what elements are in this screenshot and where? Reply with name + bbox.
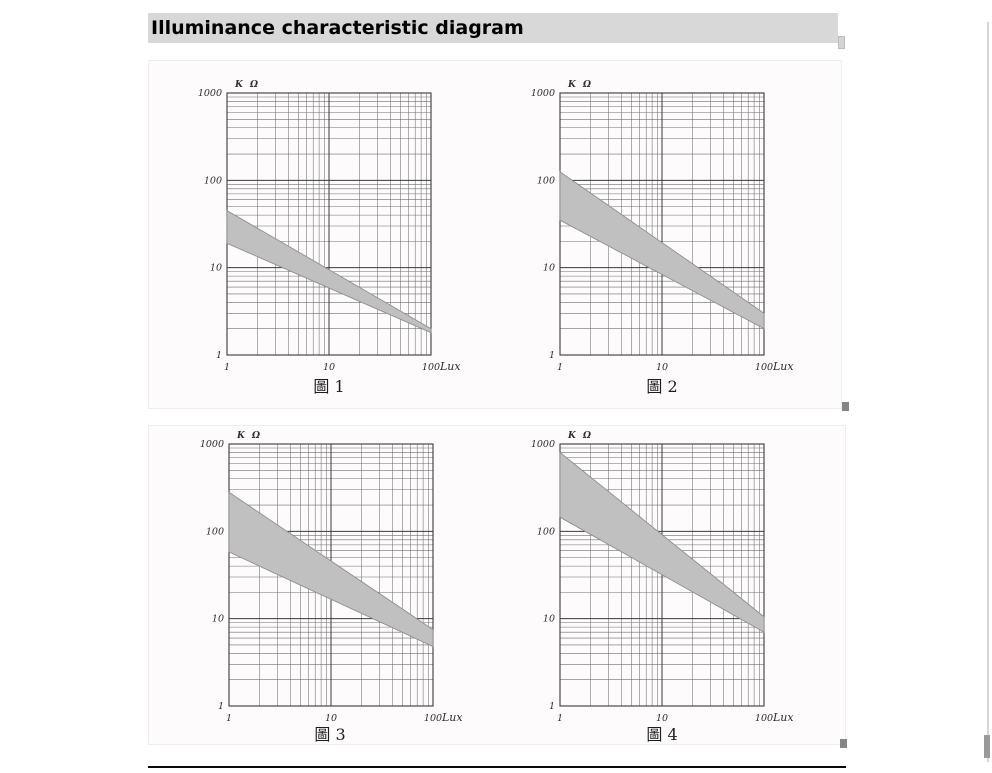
svg-text:Lux: Lux <box>772 360 794 373</box>
figure-image-row-1[interactable]: 1 10 100 1000 1 10 100 Lux K Ω 1 10 100 1000 1 10 100 L… <box>148 60 842 409</box>
svg-text:Lux: Lux <box>439 360 461 373</box>
svg-text:1: 1 <box>218 701 224 712</box>
chart-figure-3: 1 10 100 1000 1 10 100 Lux K Ω <box>191 428 471 732</box>
svg-text:1: 1 <box>549 350 555 361</box>
svg-text:1: 1 <box>226 713 232 724</box>
svg-text:K Ω: K Ω <box>234 80 260 90</box>
svg-text:10: 10 <box>325 713 337 724</box>
svg-text:1000: 1000 <box>200 439 224 450</box>
svg-text:K Ω: K Ω <box>236 431 262 441</box>
scrollbar-track[interactable] <box>987 22 989 762</box>
svg-text:10: 10 <box>656 362 668 373</box>
svg-text:100: 100 <box>537 175 555 186</box>
svg-text:1: 1 <box>557 713 563 724</box>
svg-text:10: 10 <box>212 614 224 625</box>
svg-text:100: 100 <box>424 713 442 724</box>
svg-text:10: 10 <box>210 263 222 274</box>
svg-text:1: 1 <box>557 362 563 373</box>
svg-text:1: 1 <box>224 362 230 373</box>
svg-text:100: 100 <box>755 362 773 373</box>
svg-text:K Ω: K Ω <box>567 431 593 441</box>
svg-text:1: 1 <box>549 701 555 712</box>
figure-caption-4: 圖 4 <box>646 725 678 744</box>
chart-figure-4: 1 10 100 1000 1 10 100 Lux K Ω <box>522 428 802 732</box>
svg-text:K Ω: K Ω <box>567 80 593 90</box>
anchor-handle-icon[interactable] <box>838 36 845 49</box>
figure-caption-1: 圖 1 <box>313 377 345 396</box>
svg-text:100: 100 <box>537 526 555 537</box>
svg-text:100: 100 <box>204 175 222 186</box>
image-resize-handle-1[interactable] <box>842 402 849 411</box>
svg-text:100: 100 <box>206 526 224 537</box>
svg-text:10: 10 <box>543 263 555 274</box>
svg-text:Lux: Lux <box>441 711 463 724</box>
page-title: Illuminance characteristic diagram <box>151 17 524 39</box>
svg-text:10: 10 <box>543 614 555 625</box>
chart-figure-2: 1 10 100 1000 1 10 100 Lux K Ω <box>522 77 802 381</box>
svg-text:10: 10 <box>323 362 335 373</box>
svg-text:1000: 1000 <box>198 88 222 99</box>
figure-caption-2: 圖 2 <box>646 377 678 396</box>
svg-text:1000: 1000 <box>531 439 555 450</box>
svg-text:Lux: Lux <box>772 711 794 724</box>
scrollbar-thumb[interactable] <box>984 735 990 758</box>
svg-text:100: 100 <box>422 362 440 373</box>
figure-image-row-2[interactable]: 1 10 100 1000 1 10 100 Lux K Ω 1 10 100 1000 1 10 100 L… <box>148 425 846 745</box>
svg-text:10: 10 <box>656 713 668 724</box>
svg-text:1000: 1000 <box>531 88 555 99</box>
image-resize-handle-2[interactable] <box>840 739 847 748</box>
chart-figure-1: 1 10 100 1000 1 10 100 Lux K Ω <box>189 77 469 381</box>
footer-divider <box>148 766 846 768</box>
svg-text:100: 100 <box>755 713 773 724</box>
figure-caption-3: 圖 3 <box>314 725 346 744</box>
svg-text:1: 1 <box>216 350 222 361</box>
document-title-bar: Illuminance characteristic diagram <box>148 13 838 43</box>
